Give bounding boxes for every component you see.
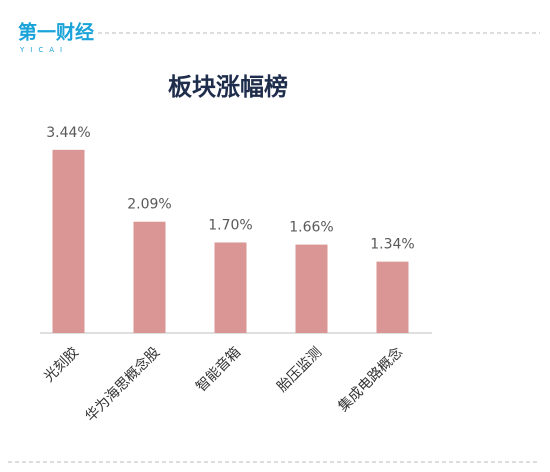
x-tick-label: 光刻胶 xyxy=(40,344,82,386)
value-label: 2.09% xyxy=(127,197,171,213)
value-label: 1.70% xyxy=(208,217,252,233)
x-tick-label: 胎压监测 xyxy=(274,344,325,395)
bar xyxy=(295,244,328,333)
x-tick-label: 集成电路概念 xyxy=(335,344,406,415)
value-label: 1.66% xyxy=(289,220,333,236)
value-label: 1.34% xyxy=(370,237,414,253)
x-tick-label: 华为海思概念股 xyxy=(82,344,163,425)
bar xyxy=(133,221,166,333)
bar xyxy=(52,149,85,333)
bar xyxy=(214,242,247,333)
value-label: 3.44% xyxy=(46,125,90,141)
logo-sub: YICAI xyxy=(19,46,68,54)
x-tick-label: 智能音箱 xyxy=(193,344,245,396)
bar xyxy=(376,261,409,333)
logo: 第一财经 xyxy=(18,21,94,44)
chart-title: 板块涨幅榜 xyxy=(168,73,288,101)
